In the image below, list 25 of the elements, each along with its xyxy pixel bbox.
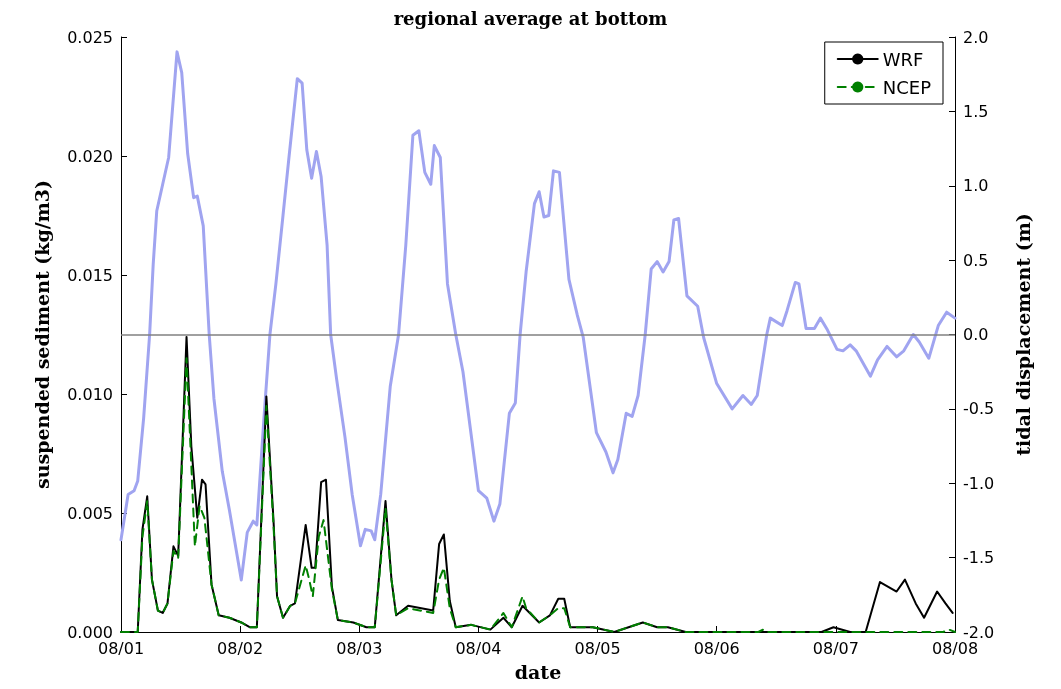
x-tick-label: 08/05 bbox=[574, 638, 621, 658]
y2-tick-label: -1.5 bbox=[963, 548, 995, 568]
y-tick-label: 0.020 bbox=[67, 146, 113, 166]
x-tick-label: 08/02 bbox=[217, 638, 264, 658]
x-tick-label: 08/06 bbox=[693, 638, 740, 658]
y2-tick-label: 2.0 bbox=[963, 27, 989, 47]
y2-tick-label: -1.0 bbox=[963, 473, 995, 493]
y-axis-title: suspended sediment (kg/m3) bbox=[30, 179, 53, 490]
x-tick-label: 08/07 bbox=[812, 638, 859, 658]
y-tick-label: 0.025 bbox=[67, 27, 113, 47]
legend-label: NCEP bbox=[882, 76, 932, 98]
y2-tick-label: 0.0 bbox=[963, 325, 989, 344]
y-tick-label: 0.010 bbox=[67, 384, 113, 404]
y2-axis-title: tidal displacement (m) bbox=[1011, 213, 1034, 456]
y2-tick-label: 0.5 bbox=[963, 250, 989, 270]
y2-tick-label: 1.5 bbox=[963, 101, 989, 121]
chart-title: regional average at bottom bbox=[393, 7, 668, 29]
y2-tick-label: 1.0 bbox=[963, 176, 989, 196]
y-tick-label: 0.005 bbox=[67, 503, 113, 523]
y-tick-label: 0.015 bbox=[67, 265, 113, 285]
legend-label: WRF bbox=[882, 48, 924, 70]
y2-tick-label: -0.5 bbox=[963, 399, 995, 419]
x-axis-title: date bbox=[514, 660, 562, 683]
x-tick-label: 08/03 bbox=[336, 638, 383, 658]
x-tick-label: 08/04 bbox=[455, 638, 502, 658]
